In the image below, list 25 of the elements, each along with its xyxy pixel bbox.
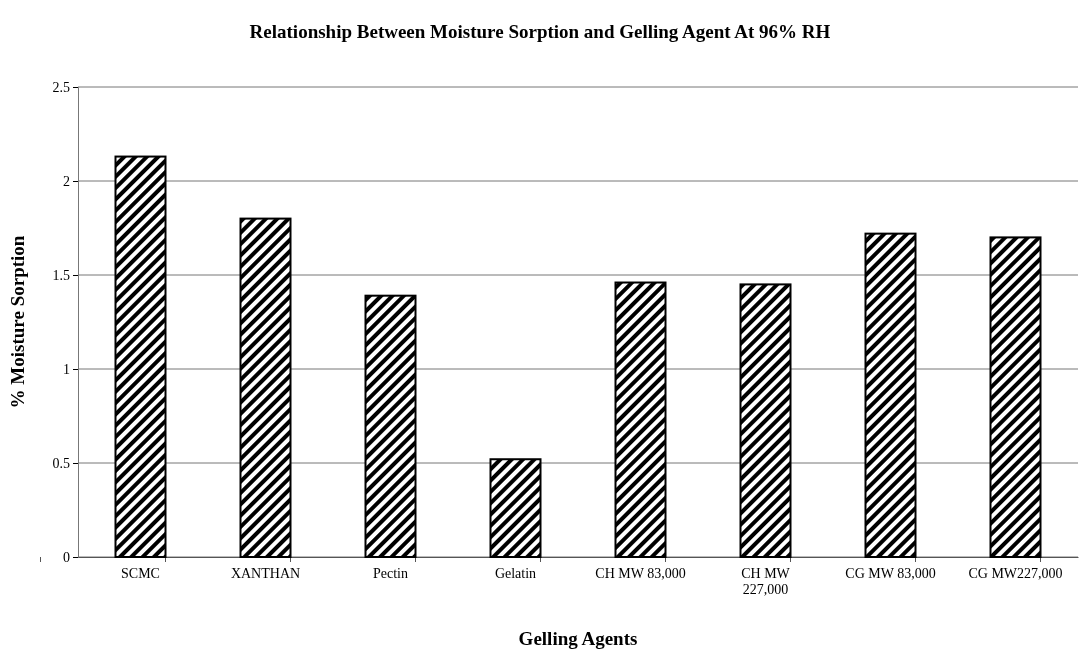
bar bbox=[739, 283, 792, 558]
x-tick-label: SCMC bbox=[121, 566, 160, 582]
y-tick-label: 0.5 bbox=[52, 455, 70, 471]
x-tick-label: Gelatin bbox=[494, 566, 537, 582]
x-tick-label: XANTHAN bbox=[230, 566, 301, 582]
y-axis-title: % Moisture Sorption bbox=[7, 235, 28, 409]
bar bbox=[239, 217, 292, 558]
y-tick-label: 2.5 bbox=[52, 79, 70, 95]
x-tick-label: CH MW 227,000 bbox=[741, 566, 791, 597]
x-axis-title: Gelling Agents bbox=[518, 628, 638, 649]
y-tick-label: 1.5 bbox=[52, 267, 70, 283]
x-tick-label: CH MW 83,000 bbox=[595, 566, 686, 582]
chart-title: Relationship Between Moisture Sorption and Gelling Agent At 96% RH bbox=[249, 21, 831, 42]
y-tick-label: 0 bbox=[63, 549, 70, 565]
x-tick-label: CG MW 83,000 bbox=[845, 566, 936, 582]
bar bbox=[864, 232, 917, 558]
y-tick-label: 2 bbox=[63, 173, 70, 189]
bar bbox=[489, 458, 542, 558]
bar bbox=[614, 281, 667, 558]
bar bbox=[989, 236, 1042, 558]
x-tick-label: CG MW227,000 bbox=[968, 566, 1063, 582]
y-tick-label: 1 bbox=[63, 361, 70, 377]
bar bbox=[114, 155, 167, 558]
bar bbox=[364, 294, 417, 558]
x-tick-label: Pectin bbox=[373, 566, 408, 582]
